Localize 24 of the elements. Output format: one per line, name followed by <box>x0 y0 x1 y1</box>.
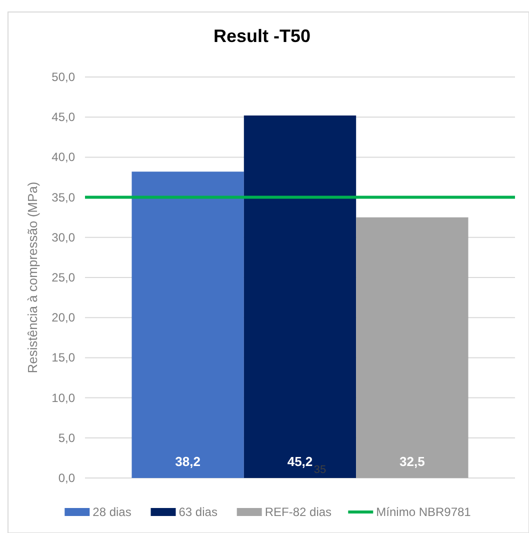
y-tick-label: 5,0 <box>58 430 76 445</box>
legend-label: 28 dias <box>92 505 132 519</box>
y-tick-label: 50,0 <box>52 70 76 84</box>
y-tick-label: 30,0 <box>52 230 76 244</box>
y-tick-label: 35,0 <box>52 190 76 204</box>
bar <box>132 172 244 478</box>
bar <box>356 217 468 478</box>
bar <box>244 115 356 478</box>
y-tick-label: 0,0 <box>58 471 76 485</box>
y-axis-title: Resistência à compressão (MPa) <box>25 182 40 374</box>
legend-label: Mínimo NBR9781 <box>376 505 472 519</box>
annotation: 35 <box>314 464 326 476</box>
y-tick-label: 20,0 <box>52 310 76 325</box>
legend-label: REF-82 dias <box>264 505 332 519</box>
y-tick-label: 10,0 <box>52 390 76 405</box>
chart-title: Result -T50 <box>213 26 311 46</box>
y-tick-label: 45,0 <box>52 110 76 124</box>
legend-label: 63 dias <box>178 505 218 519</box>
data-label: 38,2 <box>175 454 200 469</box>
y-tick-label: 40,0 <box>52 150 76 164</box>
y-tick-label: 15,0 <box>52 350 76 365</box>
y-tick-label: 25,0 <box>52 270 76 284</box>
data-label: 32,5 <box>400 454 425 469</box>
data-label: 45,2 <box>287 454 313 469</box>
